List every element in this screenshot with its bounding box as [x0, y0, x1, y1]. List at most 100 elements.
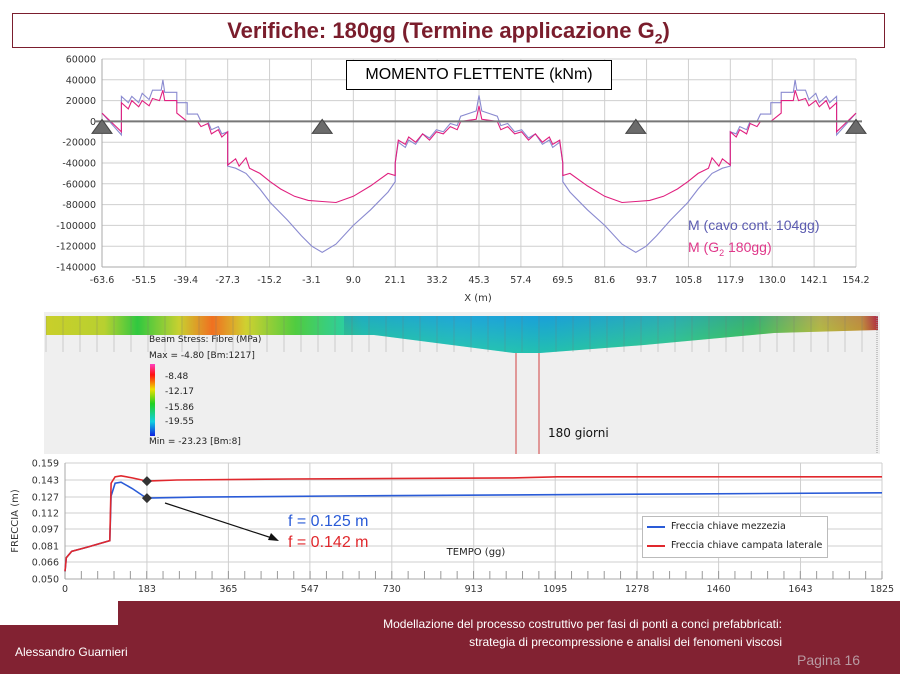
y-tick-label: 0.066 [32, 557, 59, 568]
x-tick-label: 93.7 [636, 275, 657, 286]
legend-label-end: 180gg) [724, 239, 772, 255]
y-tick-label: -20000 [62, 138, 96, 149]
x-tick-label: 1278 [625, 584, 649, 595]
y-axis-label: FRECCIA (m) [10, 489, 21, 553]
x-tick-label: 33.2 [427, 275, 448, 286]
footer-band-top [118, 601, 900, 625]
legend-item: Freccia chiave campata laterale [643, 536, 827, 555]
x-tick-label: -27.3 [215, 275, 240, 286]
annotation-arrow [164, 502, 276, 540]
x-tick-label: -3.1 [302, 275, 321, 286]
x-axis-label: TEMPO (gg) [446, 547, 506, 558]
stress-min: Min = -23.23 [Bm:8] [149, 437, 241, 447]
color-scale-bar [150, 364, 155, 436]
legend-item: Freccia chiave mezzezia [643, 517, 827, 536]
scale-label: -15.86 [165, 403, 195, 413]
y-tick-label: 0.081 [32, 542, 59, 553]
x-tick-label: 730 [383, 584, 401, 595]
x-tick-label: 81.6 [594, 275, 615, 286]
legend-label: Freccia chiave campata laterale [671, 540, 823, 551]
moment-chart: -63.6 -51.5 -39.4 -27.3 -15.2 -3.1 9.0 21.1 33.2… [56, 55, 869, 305]
chart-title: MOMENTO FLETTENTE (kNm) [346, 60, 612, 90]
presentation-title: Modellazione del processo costruttivo pe… [383, 617, 782, 649]
stress-title: Beam Stress: Fibre (MPa) [149, 335, 262, 345]
deflection-chart: 0 183 365 547 730 913 1095 1278 1460 1643 1825 0.15… [10, 459, 894, 596]
footer-band [0, 625, 900, 674]
x-tick-label: 183 [138, 584, 156, 595]
x-tick-label: -39.4 [173, 275, 198, 286]
x-tick-label: 9.0 [346, 275, 361, 286]
legend-label: Freccia chiave mezzezia [671, 521, 786, 532]
series-line-1 [101, 79, 857, 254]
y-tick-label: 0.143 [32, 476, 59, 487]
beam-stress-view: Beam Stress: Fibre (MPa) Max = -4.80 [Bm… [44, 312, 880, 454]
x-tick-label: 1460 [707, 584, 731, 595]
x-tick-label: 69.5 [552, 275, 573, 286]
legend-series-1: M (cavo cont. 104gg) [688, 217, 820, 233]
x-tick-label: -15.2 [257, 275, 282, 286]
legend-subscript: 2 [719, 247, 725, 258]
beam-stress-diagram [45, 316, 878, 454]
y-tick-label: 20000 [66, 96, 96, 107]
y-tick-label: -40000 [62, 159, 96, 170]
y-tick-label: -60000 [62, 179, 96, 190]
support-triangle-icon [624, 118, 647, 134]
x-axis-label: X (m) [464, 293, 492, 304]
x-tick-label: 45.3 [468, 275, 489, 286]
x-tick-label: 142.1 [801, 275, 828, 286]
page-number: Pagina 16 [797, 652, 861, 668]
y-tick-label: 0.127 [32, 493, 59, 504]
y-tick-label: -140000 [56, 263, 96, 274]
support-triangle-icon [845, 118, 867, 134]
x-tick-label: 365 [219, 584, 237, 595]
y-tick-label: 0.112 [32, 509, 59, 520]
support-triangle-icon [311, 118, 334, 134]
legend-swatch [647, 525, 665, 528]
slide-title: Verifiche: 180gg (Termine applicazione G… [12, 13, 885, 48]
series-line-2 [64, 474, 882, 572]
x-tick-label: 57.4 [510, 275, 531, 286]
y-tick-label: 0 [90, 117, 96, 128]
series-line-2 [101, 90, 857, 204]
stress-max: Max = -4.80 [Bm:1217] [149, 351, 255, 361]
support-triangle-icon [91, 118, 113, 134]
y-tick-label: 40000 [66, 75, 96, 86]
x-tick-label: 154.2 [842, 275, 869, 286]
scale-label: -12.17 [165, 387, 195, 397]
x-tick-label: 0 [62, 584, 68, 595]
x-tick-label: 117.9 [717, 275, 744, 286]
slide-title-end: ) [662, 18, 670, 43]
chart-legend: Freccia chiave mezzezia Freccia chiave c… [642, 516, 828, 558]
legend-label: M (cavo cont. 104gg) [688, 217, 820, 233]
legend-label: M (G [688, 239, 720, 255]
x-tick-label: 1643 [788, 584, 812, 595]
annotation-red: f = 0.142 m [288, 534, 369, 551]
slide-title-text: Verifiche: 180gg (Termine applicazione G [227, 18, 655, 43]
x-tick-label: 1095 [543, 584, 567, 595]
scale-label: -8.48 [165, 372, 189, 382]
legend-swatch [647, 544, 665, 547]
annotation-blue: f = 0.125 m [288, 513, 369, 530]
time-annotation: 180 giorni [548, 426, 609, 440]
arrow-head-icon [268, 533, 279, 541]
x-tick-label: -63.6 [90, 275, 115, 286]
slide-title-subscript: 2 [654, 30, 663, 47]
y-tick-label: 0.159 [32, 459, 59, 470]
data-marker [141, 476, 152, 487]
y-tick-label: -120000 [56, 242, 96, 253]
scale-label: -19.55 [165, 417, 195, 427]
x-tick-label: -51.5 [132, 275, 157, 286]
y-tick-label: -100000 [56, 221, 96, 232]
x-tick-label: 913 [465, 584, 483, 595]
y-tick-label: -80000 [62, 200, 96, 211]
y-tick-label: 0.097 [32, 524, 59, 535]
x-tick-label: 105.8 [675, 275, 702, 286]
x-tick-label: 21.1 [385, 275, 406, 286]
x-tick-label: 1825 [870, 584, 894, 595]
data-marker [141, 493, 152, 504]
legend-series-2: M (G2 180gg) [688, 239, 772, 258]
x-tick-label: 547 [301, 584, 319, 595]
y-tick-label: 60000 [66, 55, 96, 66]
beam-shading [344, 316, 878, 353]
x-tick-label: 130.0 [759, 275, 786, 286]
